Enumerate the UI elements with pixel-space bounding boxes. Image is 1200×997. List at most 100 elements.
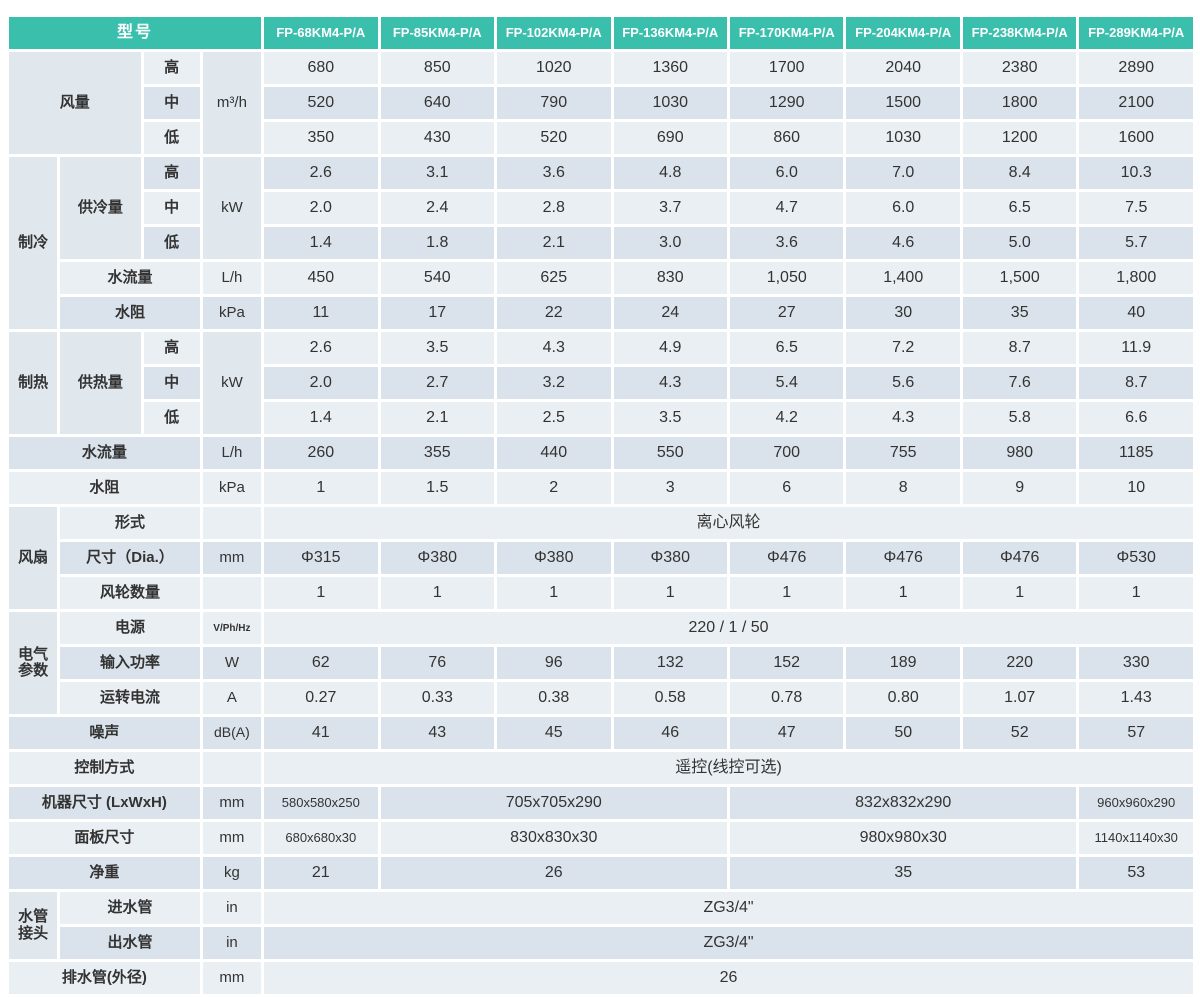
value-cell: 76 xyxy=(380,647,495,679)
value-cell: 640 xyxy=(380,87,495,119)
value-cell: 2.6 xyxy=(264,157,378,189)
value-cell: 11.9 xyxy=(1079,332,1193,364)
row-input-power: 输入功率 W 62 76 96 132 152 189 220 330 xyxy=(9,647,1193,679)
unit-empty xyxy=(202,577,262,609)
value-cell: 330 xyxy=(1079,647,1193,679)
value-cell: 2.5 xyxy=(497,402,611,434)
row-label-water-flow: 水流量 xyxy=(9,437,200,469)
value-cell: 960x960x290 xyxy=(1079,787,1193,819)
value-cell: 1 xyxy=(264,472,378,504)
value-cell: 1 xyxy=(380,577,495,609)
group-label-electrical: 电气 参数 xyxy=(9,612,58,714)
row-heating-water-flow: 水流量 L/h 260 355 440 550 700 755 980 1185 xyxy=(9,437,1193,469)
value-cell: 4.2 xyxy=(729,402,844,434)
row-label-fan-type: 形式 xyxy=(60,507,200,539)
model-column-header: 型号 xyxy=(9,17,262,49)
value-cell: 3.7 xyxy=(613,192,727,224)
value-cell: 830 xyxy=(613,262,727,294)
value-cell: 850 xyxy=(380,52,495,84)
model-header: FP-102KM4-P/A xyxy=(497,17,611,49)
value-fan-type: 离心风轮 xyxy=(264,507,1193,539)
value-cell: 755 xyxy=(846,437,960,469)
unit-in: in xyxy=(202,892,262,924)
row-inlet-pipe: 水管 接头 进水管 in ZG3/4" xyxy=(9,892,1193,959)
row-heating-capacity-low: 低 1.4 2.1 2.5 3.5 4.2 4.3 5.8 6.6 xyxy=(9,402,1193,434)
value-cell: 4.6 xyxy=(846,227,960,259)
value-cell: Φ380 xyxy=(380,542,495,574)
value-cell: 50 xyxy=(846,717,960,749)
value-cell: 1600 xyxy=(1079,122,1193,154)
value-cell: 46 xyxy=(613,717,727,749)
value-cell: 430 xyxy=(380,122,495,154)
model-header: FP-85KM4-P/A xyxy=(380,17,495,49)
value-cell: 0.80 xyxy=(846,682,960,714)
unit-kw: kW xyxy=(202,157,262,259)
value-cell: Φ380 xyxy=(613,542,727,574)
value-cell: 4.9 xyxy=(613,332,727,364)
model-header: FP-136KM4-P/A xyxy=(613,17,727,49)
group-label-cooling-capacity: 供冷量 xyxy=(60,157,141,259)
value-cell: 1 xyxy=(264,577,378,609)
value-cell: Φ476 xyxy=(846,542,960,574)
unit-mm: mm xyxy=(202,542,262,574)
row-cooling-capacity-mid: 中 2.0 2.4 2.8 3.7 4.7 6.0 6.5 7.5 xyxy=(9,192,1193,224)
row-control-mode: 控制方式 遥控(线控可选) xyxy=(9,752,1193,784)
value-cell: 540 xyxy=(380,262,495,294)
value-cell: 6.0 xyxy=(846,192,960,224)
value-cell: 2890 xyxy=(1079,52,1193,84)
spec-table: 型号 FP-68KM4-P/A FP-85KM4-P/A FP-102KM4-P/A F… xyxy=(6,14,1196,997)
value-cell: 1360 xyxy=(613,52,727,84)
value-cell: 790 xyxy=(497,87,611,119)
value-cell: 3.5 xyxy=(380,332,495,364)
value-cell: 7.5 xyxy=(1079,192,1193,224)
row-label-water-resistance: 水阻 xyxy=(9,472,200,504)
unit-kw: kW xyxy=(202,332,262,434)
value-cell: 830x830x30 xyxy=(380,822,727,854)
value-cell: 40 xyxy=(1079,297,1193,329)
value-cell: 1700 xyxy=(729,52,844,84)
value-cell: 0.38 xyxy=(497,682,611,714)
model-header: FP-68KM4-P/A xyxy=(264,17,378,49)
value-cell: 62 xyxy=(264,647,378,679)
value-drain-pipe: 26 xyxy=(264,962,1193,994)
row-label-mid: 中 xyxy=(143,87,200,119)
value-cell: 4.3 xyxy=(497,332,611,364)
value-cell: 30 xyxy=(846,297,960,329)
value-cell: 3.0 xyxy=(613,227,727,259)
value-cell: 1,500 xyxy=(962,262,1077,294)
value-cell: 2.0 xyxy=(264,367,378,399)
value-cell: 1.5 xyxy=(380,472,495,504)
group-label-air-volume: 风量 xyxy=(9,52,141,154)
unit-empty xyxy=(202,752,262,784)
row-power-supply: 电气 参数 电源 V/Ph/Hz 220 / 1 / 50 xyxy=(9,612,1193,714)
row-label-drain-pipe: 排水管(外径) xyxy=(9,962,200,994)
value-cell: 35 xyxy=(962,297,1077,329)
value-cell: 4.3 xyxy=(846,402,960,434)
row-fan-wheel-count: 风轮数量 1 1 1 1 1 1 1 1 xyxy=(9,577,1193,609)
unit-kpa: kPa xyxy=(202,472,262,504)
value-cell: 11 xyxy=(264,297,378,329)
value-cell: Φ476 xyxy=(729,542,844,574)
row-label-low: 低 xyxy=(143,227,200,259)
value-cell: 1 xyxy=(962,577,1077,609)
value-cell: 6.5 xyxy=(962,192,1077,224)
unit-empty xyxy=(202,507,262,539)
value-cell: 700 xyxy=(729,437,844,469)
value-outlet-pipe: ZG3/4" xyxy=(264,927,1193,959)
value-cell: Φ380 xyxy=(497,542,611,574)
value-cell: 1 xyxy=(846,577,960,609)
value-cell: 189 xyxy=(846,647,960,679)
row-label-input-power: 输入功率 xyxy=(60,647,200,679)
value-cell: 6.6 xyxy=(1079,402,1193,434)
row-air-volume-low: 低 350 430 520 690 860 1030 1200 1600 xyxy=(9,122,1193,154)
value-cell: 440 xyxy=(497,437,611,469)
row-cooling-water-flow: 水流量 L/h 450 540 625 830 1,050 1,400 1,500 1,800 xyxy=(9,262,1193,294)
unit-dba: dB(A) xyxy=(202,717,262,749)
model-header: FP-238KM4-P/A xyxy=(962,17,1077,49)
value-cell: 7.6 xyxy=(962,367,1077,399)
value-cell: 5.4 xyxy=(729,367,844,399)
value-cell: 1030 xyxy=(613,87,727,119)
value-cell: 0.33 xyxy=(380,682,495,714)
group-label-heating: 制热 xyxy=(9,332,58,434)
unit-vphhz: V/Ph/Hz xyxy=(202,612,262,644)
